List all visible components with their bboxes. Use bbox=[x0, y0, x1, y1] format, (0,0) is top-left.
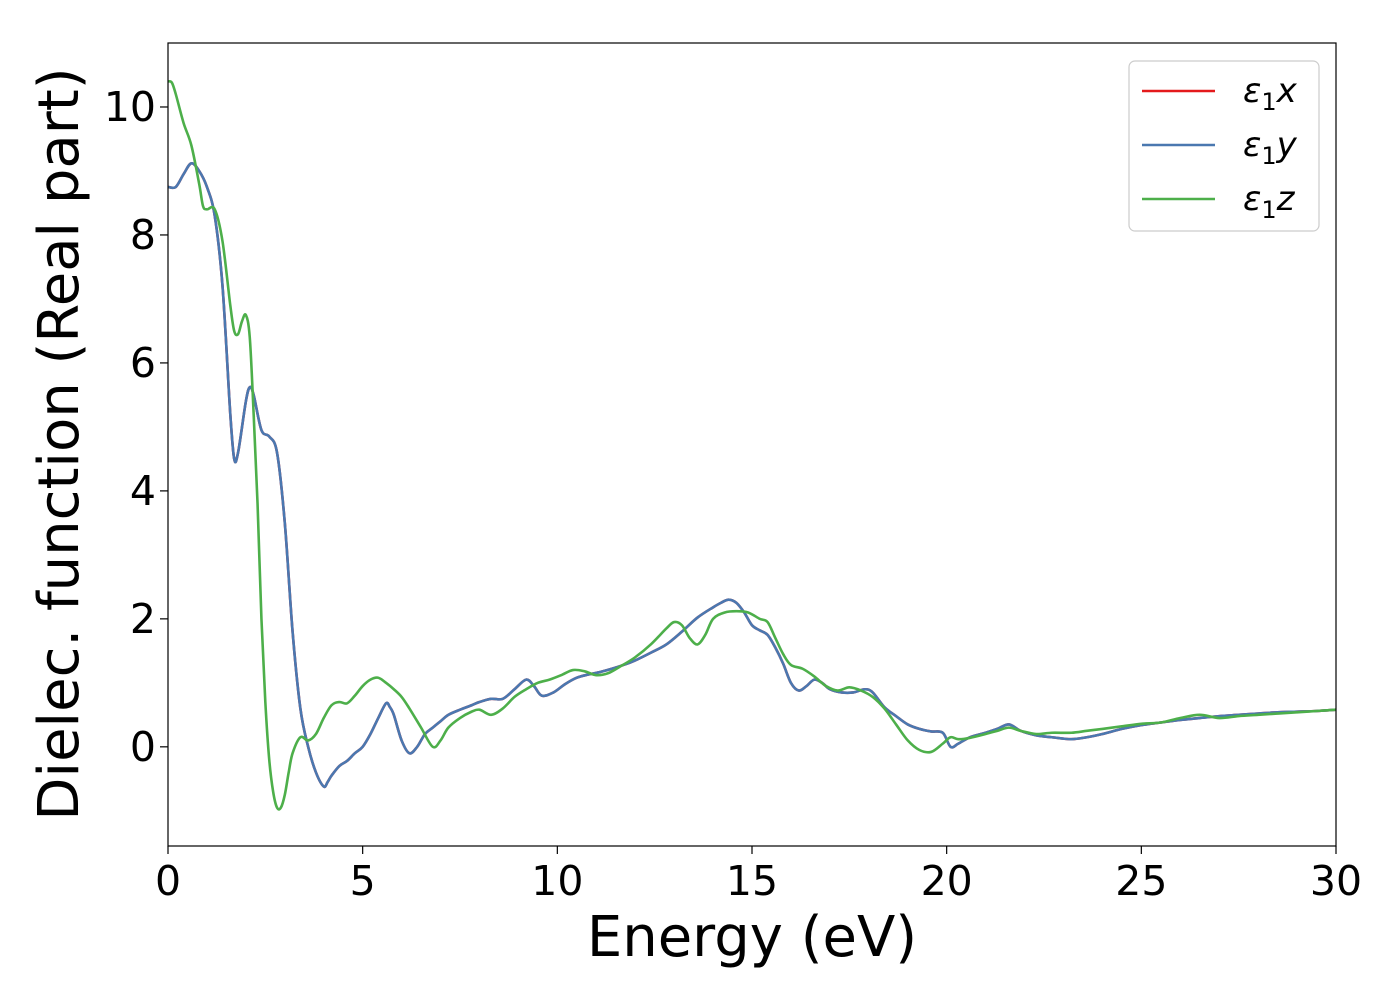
series-line-z bbox=[168, 80, 1336, 811]
x-axis-ticks: 0 5 10 15 20 25 30 bbox=[155, 846, 1362, 905]
legend-label-z: ε1z bbox=[1243, 179, 1296, 224]
legend-symbol: ε bbox=[1243, 125, 1261, 165]
x-tick-label: 20 bbox=[921, 857, 973, 905]
legend-label-x: ε1x bbox=[1243, 71, 1298, 116]
y-tick-label: 2 bbox=[130, 595, 156, 643]
x-axis-label: Energy (eV) bbox=[587, 905, 917, 970]
y-tick-label: 0 bbox=[130, 723, 156, 771]
x-tick-label: 10 bbox=[531, 857, 583, 905]
legend-subscript: 1 bbox=[1261, 88, 1276, 116]
legend-component: y bbox=[1276, 125, 1298, 165]
x-tick-label: 0 bbox=[155, 857, 181, 905]
x-tick-label: 25 bbox=[1115, 857, 1167, 905]
legend-symbol: ε bbox=[1243, 179, 1261, 219]
y-axis-label: Dielec. function (Real part) bbox=[27, 67, 92, 820]
y-tick-label: 6 bbox=[130, 339, 156, 387]
x-tick-label: 5 bbox=[350, 857, 376, 905]
legend-symbol: ε bbox=[1243, 71, 1261, 111]
y-tick-label: 10 bbox=[104, 83, 156, 131]
x-tick-label: 30 bbox=[1310, 857, 1362, 905]
legend-subscript: 1 bbox=[1261, 142, 1276, 170]
x-tick-label: 15 bbox=[726, 857, 778, 905]
legend-subscript: 1 bbox=[1261, 196, 1276, 224]
series-clip-group bbox=[168, 80, 1336, 811]
y-tick-label: 4 bbox=[130, 467, 156, 515]
series-line-y bbox=[168, 161, 1336, 789]
series-layer bbox=[168, 80, 1336, 811]
legend-component: z bbox=[1276, 179, 1296, 219]
y-axis-ticks: 0 2 4 6 8 10 bbox=[104, 83, 168, 771]
legend-component: x bbox=[1276, 71, 1298, 111]
legend-label-y: ε1y bbox=[1243, 125, 1298, 170]
legend-box bbox=[1128, 60, 1320, 232]
y-tick-label: 8 bbox=[130, 211, 156, 259]
